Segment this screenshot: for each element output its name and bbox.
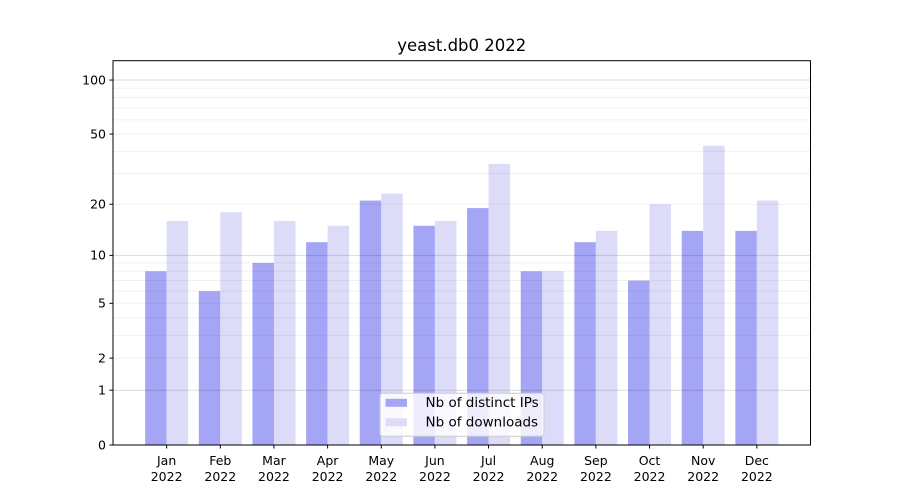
bar-jan-ips	[145, 271, 167, 445]
x-tick-label-year: 2022	[741, 469, 773, 484]
x-tick-label-year: 2022	[473, 469, 505, 484]
bar-sep-downloads	[595, 230, 618, 445]
bar-oct-downloads	[649, 204, 672, 445]
x-tick-label-year: 2022	[419, 469, 451, 484]
x-tick-label-year: 2022	[526, 469, 558, 484]
x-tick-label-month: Aug	[530, 453, 554, 468]
axes-frame	[112, 60, 811, 446]
x-tick-label-month: Nov	[691, 453, 716, 468]
bar-apr-downloads	[327, 225, 350, 445]
x-tick-label-month: Oct	[639, 453, 661, 468]
y-tick-label: 100	[82, 72, 106, 87]
bar-feb-downloads	[220, 212, 242, 445]
x-tick-label-year: 2022	[258, 469, 290, 484]
bar-may-ips	[359, 200, 382, 445]
bar-nov-downloads	[703, 145, 725, 445]
y-axis: 0 1 2 5 10 20 50 100	[82, 72, 113, 452]
x-tick-label-year: 2022	[687, 469, 719, 484]
x-axis: Jan2022Feb2022Mar2022Apr2022May2022Jun20…	[151, 445, 773, 484]
x-tick-label-year: 2022	[151, 469, 183, 484]
x-tick-label-month: Apr	[317, 453, 339, 468]
legend-box	[379, 392, 545, 437]
bar-dec-ips	[735, 230, 757, 445]
x-tick-label-month: May	[368, 453, 394, 468]
y-tick-label: 20	[90, 197, 106, 212]
y-tick-label: 10	[90, 248, 106, 263]
series-downloads	[166, 145, 779, 445]
bar-jun-downloads	[434, 220, 457, 445]
series-distinct-ips	[145, 200, 757, 445]
legend-swatch-ips	[385, 398, 407, 407]
gridlines	[113, 79, 811, 391]
bar-nov-ips	[681, 230, 704, 445]
x-tick-label-year: 2022	[312, 469, 344, 484]
bar-feb-ips	[198, 291, 221, 445]
legend-swatch-downloads	[385, 418, 407, 427]
x-tick-label-month: Jul	[480, 453, 496, 468]
bar-apr-ips	[306, 242, 328, 445]
bar-sep-ips	[574, 242, 596, 445]
bar-mar-ips	[252, 262, 274, 445]
bar-jul-ips	[467, 208, 489, 445]
x-tick-label-year: 2022	[580, 469, 612, 484]
bar-jul-downloads	[488, 163, 511, 445]
x-tick-label-year: 2022	[365, 469, 397, 484]
bar-aug-downloads	[542, 271, 564, 445]
y-tick-label: 1	[98, 382, 106, 397]
x-tick-label-month: Dec	[745, 453, 769, 468]
y-tick-label: 5	[98, 296, 106, 311]
x-tick-label-month: Jun	[424, 453, 445, 468]
x-tick-label-year: 2022	[634, 469, 666, 484]
bar-dec-downloads	[756, 200, 779, 445]
bar-jun-ips	[413, 225, 435, 445]
y-tick-label: 2	[98, 350, 106, 365]
y-tick-label: 0	[98, 437, 106, 452]
x-tick-label-month: Jan	[156, 453, 176, 468]
bar-oct-ips	[628, 280, 650, 445]
x-tick-label-year: 2022	[204, 469, 236, 484]
bar-may-downloads	[381, 193, 403, 445]
legend: Nb of distinct IPs Nb of downloads	[379, 392, 545, 437]
legend-label: Nb of downloads	[426, 415, 539, 431]
bar-mar-downloads	[273, 220, 296, 445]
legend-label: Nb of distinct IPs	[426, 395, 539, 411]
x-tick-label-month: Feb	[209, 453, 231, 468]
x-tick-label-month: Mar	[262, 453, 286, 468]
x-tick-label-month: Sep	[584, 453, 608, 468]
y-tick-label: 50	[90, 126, 106, 141]
bar-jan-downloads	[166, 220, 189, 445]
chart-title: yeast.db0 2022	[397, 36, 526, 55]
